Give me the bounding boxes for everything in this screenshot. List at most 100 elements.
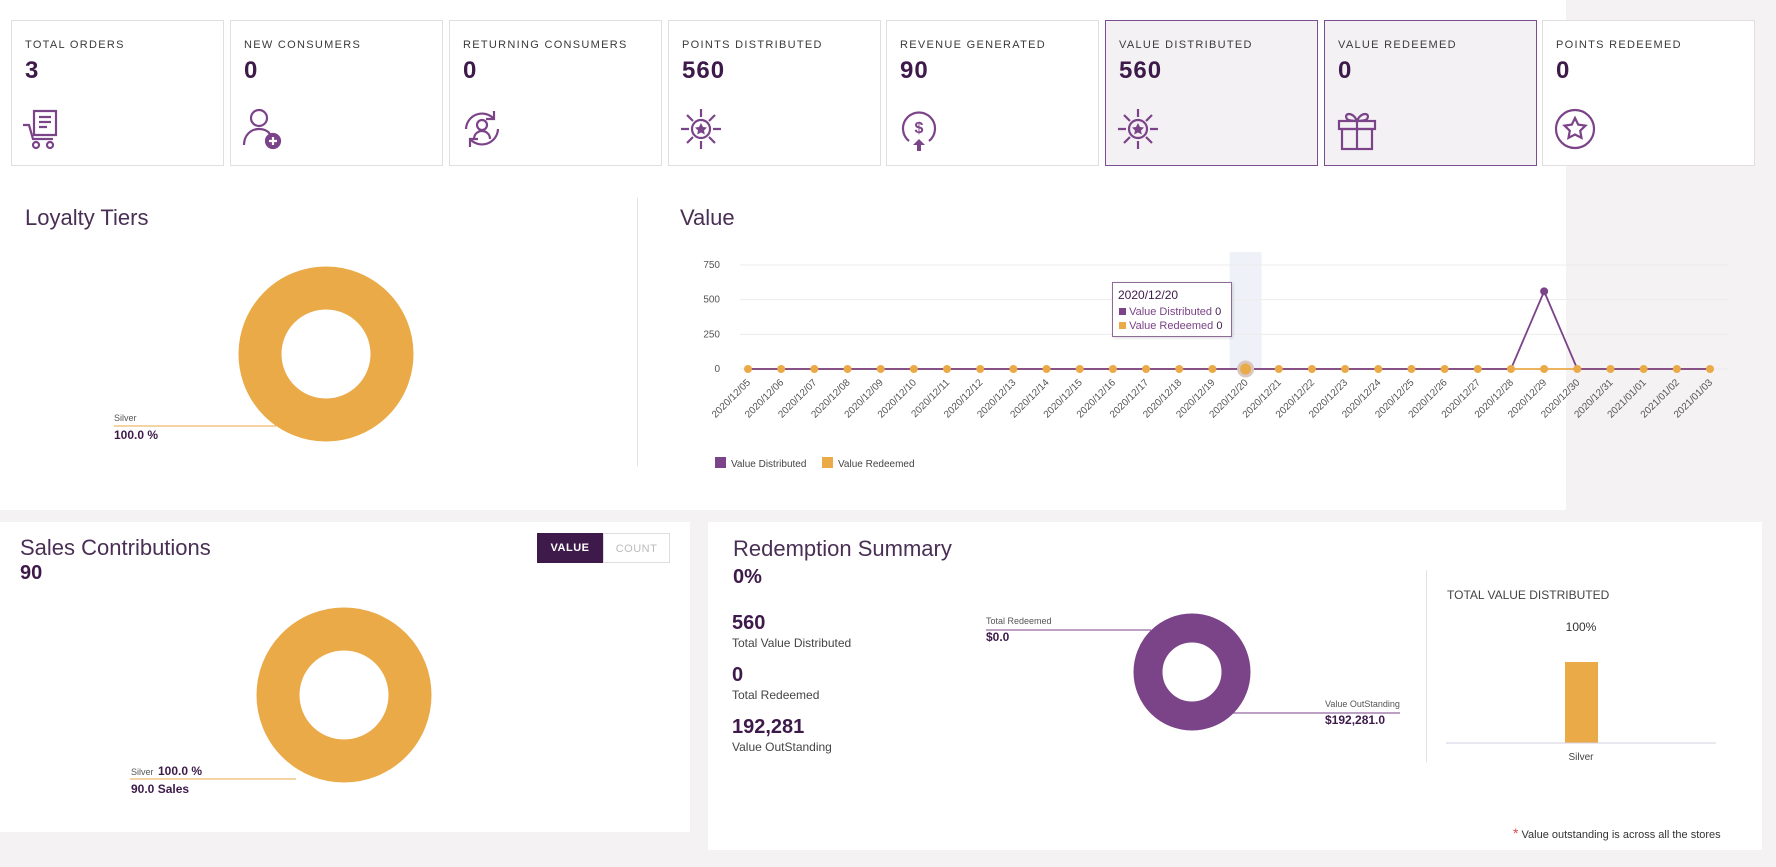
- kpi-value: 0: [1556, 57, 1571, 84]
- point-value-redeemed: [1108, 365, 1117, 373]
- kpi-label: REVENUE GENERATED: [900, 39, 1046, 51]
- kpi-label: RETURNING CONSUMERS: [463, 39, 628, 51]
- sales-slice-sales: 90.0 Sales: [131, 782, 190, 796]
- stat-value-outstanding: 192,281: [732, 716, 805, 738]
- tooltip-row-redeemed-value: 0: [1216, 320, 1223, 332]
- point-value-redeemed: [1374, 365, 1383, 373]
- point-value-redeemed: [1706, 365, 1714, 373]
- point-value-redeemed: [1237, 360, 1255, 378]
- stat-label-distributed: Total Value Distributed: [732, 636, 852, 650]
- toggle-count-button[interactable]: COUNT: [603, 533, 670, 563]
- point-value-redeemed: [744, 365, 752, 373]
- legend-label: Value Distributed: [731, 459, 806, 470]
- outstanding-label: Value OutStanding: [1325, 699, 1400, 709]
- point-value-redeemed: [777, 365, 786, 373]
- bar-silver[interactable]: [1565, 662, 1598, 743]
- point-value-redeemed: [943, 365, 952, 373]
- donut-slice-outstanding[interactable]: [1133, 613, 1251, 731]
- redemption-donut: [986, 613, 1400, 731]
- svg-text:$: $: [915, 120, 924, 137]
- tooltip-row-distributed-name: Value Distributed: [1129, 306, 1213, 318]
- point-value-redeemed: [976, 365, 985, 373]
- footnote-text: Value outstanding is across all the stor…: [1521, 829, 1721, 841]
- bar-category-label: Silver: [1568, 752, 1594, 763]
- gift-icon: [1333, 105, 1381, 153]
- highlight-band: [1229, 252, 1262, 369]
- point-value-redeemed: [1075, 365, 1084, 373]
- tooltip-row-distributed-value: 0: [1215, 306, 1222, 318]
- sales-donut: [130, 607, 432, 783]
- legend-swatch: [822, 457, 833, 468]
- point-value-redeemed: [810, 365, 819, 373]
- footnote-mark: *: [1513, 825, 1519, 841]
- legend-label: Value Redeemed: [838, 459, 915, 470]
- redemption-title: Redemption Summary: [733, 536, 952, 561]
- redemption-divider: [1426, 570, 1427, 762]
- tooltip-date: 2020/12/20: [1118, 288, 1179, 302]
- point-value-redeemed: [1042, 365, 1051, 373]
- legend-swatch: [715, 457, 726, 468]
- point-value-redeemed: [1540, 365, 1549, 373]
- point-value-redeemed: [1208, 365, 1217, 373]
- value-line-chart: 75050025002020/12/052020/12/062020/12/07…: [703, 252, 1728, 470]
- point-value-redeemed: [909, 365, 918, 373]
- point-value-redeemed: [1307, 365, 1316, 373]
- stat-value-redeemed: 0: [732, 664, 744, 686]
- point-value-redeemed: [1506, 365, 1515, 373]
- stat-value-distributed: 560: [732, 612, 766, 634]
- kpi-label: TOTAL ORDERS: [25, 39, 125, 51]
- redeemed-value: $0.0: [986, 630, 1010, 644]
- kpi-card-value-redeemed[interactable]: VALUE REDEEMED 0: [1324, 20, 1537, 166]
- point-value-redeemed: [1440, 365, 1449, 373]
- point-value-redeemed: [876, 365, 885, 373]
- point-value-redeemed: [1606, 365, 1615, 373]
- star-circle-icon: [1551, 105, 1599, 153]
- series-line: [748, 289, 1710, 370]
- kpi-label: POINTS DISTRIBUTED: [682, 39, 823, 51]
- loyalty-slice-label: Silver: [114, 413, 137, 423]
- y-tick-label: 0: [714, 364, 720, 375]
- kpi-label: NEW CONSUMERS: [244, 39, 362, 51]
- tooltip-row-redeemed-name: Value Redeemed: [1129, 320, 1214, 332]
- tooltip-swatch-distributed: [1119, 308, 1126, 315]
- kpi-card-new-consumers[interactable]: NEW CONSUMERS 0: [230, 20, 443, 166]
- distribute-star-icon: [1114, 105, 1162, 153]
- kpi-value: 560: [682, 57, 726, 84]
- point-value-redeemed: [1639, 365, 1648, 373]
- kpi-label: VALUE REDEEMED: [1338, 39, 1457, 51]
- loyalty-donut: [114, 266, 414, 442]
- point-value-redeemed: [1341, 365, 1350, 373]
- point-value-redeemed: [1573, 365, 1582, 373]
- value-chart-title: Value: [680, 205, 735, 230]
- kpi-value: 90: [900, 57, 929, 84]
- kpi-label: VALUE DISTRIBUTED: [1119, 39, 1253, 51]
- divider: [637, 198, 638, 466]
- kpi-value: 0: [244, 57, 259, 84]
- sales-total: 90: [20, 562, 43, 584]
- toggle-value-button[interactable]: VALUE: [537, 533, 603, 563]
- add-user-icon: [239, 105, 287, 153]
- donut-slice-silver[interactable]: [256, 607, 432, 783]
- point-value-redeemed: [1009, 365, 1018, 373]
- loyalty-slice-pct: 100.0 %: [114, 428, 159, 442]
- kpi-card-returning-consumers[interactable]: RETURNING CONSUMERS 0: [449, 20, 662, 166]
- kpi-value: 3: [25, 57, 40, 84]
- value-distributed-bar-chart: 100% Silver: [1446, 620, 1716, 763]
- bar-data-label: 100%: [1566, 620, 1597, 634]
- loyalty-title: Loyalty Tiers: [25, 205, 149, 230]
- kpi-card-points-distributed[interactable]: POINTS DISTRIBUTED 560: [668, 20, 881, 166]
- kpi-card-revenue-generated[interactable]: REVENUE GENERATED 90 $: [886, 20, 1099, 166]
- sales-title: Sales Contributions: [20, 535, 211, 560]
- kpi-card-value-distributed[interactable]: VALUE DISTRIBUTED 560: [1105, 20, 1318, 166]
- outstanding-value: $192,281.0: [1325, 713, 1386, 727]
- kpi-card-total-orders[interactable]: TOTAL ORDERS 3: [11, 20, 224, 166]
- kpi-card-points-redeemed[interactable]: POINTS REDEEMED 0: [1542, 20, 1755, 166]
- donut-slice-silver[interactable]: [238, 266, 414, 442]
- y-tick-label: 500: [703, 295, 720, 306]
- point-value-redeemed: [1274, 365, 1283, 373]
- y-tick-label: 250: [703, 329, 720, 340]
- y-tick-label: 750: [703, 260, 720, 271]
- point-value-redeemed: [1407, 365, 1416, 373]
- sales-slice-label: Silver: [131, 767, 154, 777]
- kpi-value: 0: [463, 57, 478, 84]
